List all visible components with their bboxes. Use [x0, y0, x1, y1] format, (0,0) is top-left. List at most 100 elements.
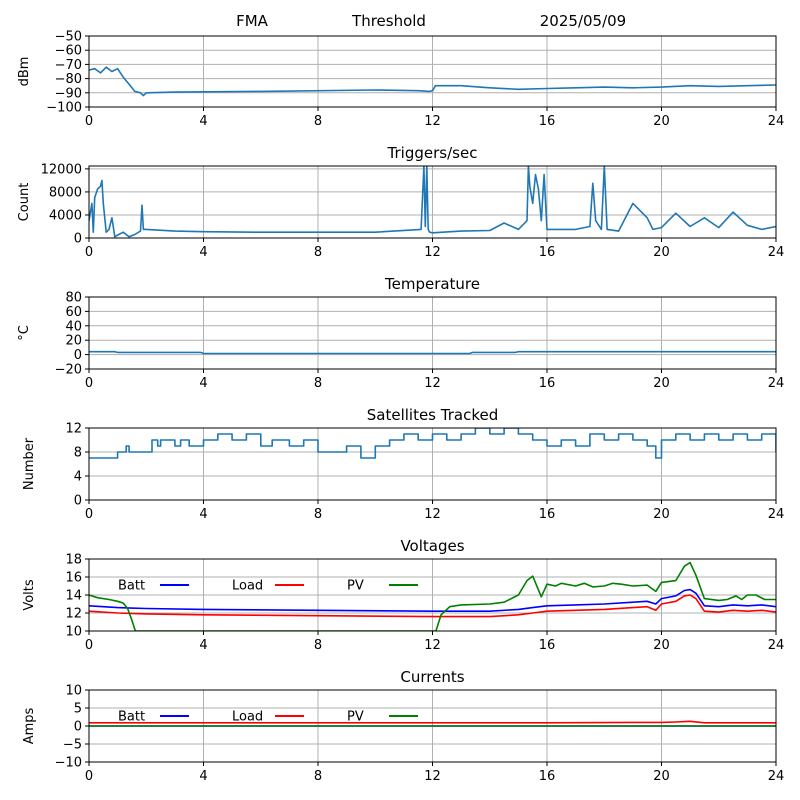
chart-panel-5: 0 4 8 12 16 20 24 10 12 14 16 18 Voltages Volts Batt Lo…	[22, 537, 784, 653]
y-tick-label: 40	[65, 319, 82, 334]
y-tick-label: 4000	[49, 208, 82, 223]
x-tick-label: 16	[539, 376, 556, 391]
chart-title: Satellites Tracked	[367, 406, 498, 424]
x-tick-label: 0	[85, 638, 93, 653]
legend-label-load: Load	[232, 579, 263, 594]
x-tick-label: 16	[539, 507, 556, 522]
x-tick-label: 16	[539, 638, 556, 653]
chart-panel-6: 0 4 8 12 16 20 24 −10 −5 0 5 10 Currents Amps Batt Load…	[22, 668, 784, 784]
x-tick-label: 0	[85, 376, 93, 391]
x-tick-label: 16	[539, 114, 556, 129]
chart-title: Temperature	[384, 275, 480, 293]
x-tick-label: 8	[314, 114, 322, 129]
x-tick-label: 4	[199, 245, 207, 260]
chart-title: Currents	[400, 668, 464, 686]
y-tick-label: −80	[55, 72, 82, 87]
chart-panel-2: 0 4 8 12 16 20 24 0 4000 8000 12000 Triggers/sec Cou…	[17, 144, 784, 260]
x-tick-label: 4	[199, 376, 207, 391]
x-tick-label: 24	[768, 245, 785, 260]
x-tick-label: 16	[539, 769, 556, 784]
y-tick-label: −90	[55, 86, 82, 101]
y-axis-label: °C	[17, 325, 32, 341]
chart-panel-4: 0 4 8 12 16 20 24 0 4 8 12 Satellites Tracked Number	[22, 406, 784, 522]
legend-label-load: Load	[232, 710, 263, 725]
legend-label-pv: PV	[347, 579, 364, 594]
x-tick-label: 16	[539, 245, 556, 260]
x-tick-label: 12	[424, 507, 441, 522]
legend-label-pv: PV	[347, 710, 364, 725]
chart-title: Voltages	[400, 537, 464, 555]
y-tick-label: 18	[65, 553, 82, 568]
x-tick-label: 8	[314, 638, 322, 653]
x-tick-label: 4	[199, 507, 207, 522]
x-tick-label: 8	[314, 769, 322, 784]
x-tick-label: 4	[199, 114, 207, 129]
y-axis-label: Amps	[22, 707, 37, 744]
chart-title: Triggers/sec	[387, 144, 478, 162]
y-tick-label: 16	[65, 571, 82, 586]
x-tick-label: 20	[653, 769, 670, 784]
series-line-load	[89, 594, 776, 618]
y-axis-label: Number	[22, 437, 37, 490]
y-tick-label: 0	[74, 494, 82, 509]
x-tick-label: 12	[424, 245, 441, 260]
y-axis-label: Volts	[22, 579, 37, 611]
series-line-pv	[89, 561, 776, 631]
series-line-1	[89, 66, 776, 97]
x-tick-label: 0	[85, 769, 93, 784]
x-tick-label: 12	[424, 638, 441, 653]
series-line-batt	[89, 588, 776, 613]
x-tick-label: 4	[199, 769, 207, 784]
y-tick-label: 10	[65, 625, 82, 640]
y-tick-label: −60	[55, 44, 82, 59]
legend-label-batt: Batt	[118, 579, 145, 594]
header-center: Threshold	[351, 12, 426, 30]
y-tick-label: 12	[65, 607, 82, 622]
x-tick-label: 24	[768, 769, 785, 784]
x-tick-label: 20	[653, 638, 670, 653]
y-tick-label: 0	[74, 348, 82, 363]
x-tick-label: 20	[653, 507, 670, 522]
x-tick-label: 24	[768, 376, 785, 391]
header-left: FMA	[236, 12, 269, 30]
y-axis-label: Count	[17, 183, 32, 222]
x-tick-label: 24	[768, 638, 785, 653]
x-tick-label: 12	[424, 769, 441, 784]
x-tick-label: 0	[85, 507, 93, 522]
x-tick-label: 12	[424, 114, 441, 129]
x-tick-label: 8	[314, 507, 322, 522]
y-tick-label: 12	[65, 422, 82, 437]
x-tick-label: 4	[199, 638, 207, 653]
y-tick-label: 0	[74, 232, 82, 247]
x-tick-label: 20	[653, 376, 670, 391]
x-tick-label: 24	[768, 114, 785, 129]
y-tick-label: 60	[65, 305, 82, 320]
y-tick-label: 8000	[49, 185, 82, 200]
y-tick-label: 14	[65, 589, 82, 604]
y-tick-label: −50	[55, 30, 82, 45]
y-tick-label: −5	[63, 738, 82, 753]
x-tick-label: 0	[85, 245, 93, 260]
y-tick-label: 4	[74, 470, 82, 485]
y-tick-label: 8	[74, 446, 82, 461]
series-line-load	[89, 720, 776, 724]
y-tick-label: 12000	[41, 162, 82, 177]
y-tick-label: 80	[65, 291, 82, 306]
x-tick-label: 20	[653, 114, 670, 129]
y-axis-label: dBm	[17, 57, 32, 87]
x-tick-label: 12	[424, 376, 441, 391]
x-tick-label: 0	[85, 114, 93, 129]
y-tick-label: 0	[74, 720, 82, 735]
x-tick-label: 8	[314, 245, 322, 260]
y-tick-label: 5	[74, 702, 82, 717]
x-tick-label: 8	[314, 376, 322, 391]
chart-panel-1: 0 4 8 12 16 20 24 −100−90−80−70−60−50 dBm	[17, 30, 784, 130]
series-line-1	[89, 166, 776, 238]
series-line-1	[89, 428, 776, 459]
y-tick-label: −10	[55, 756, 82, 771]
x-tick-label: 24	[768, 507, 785, 522]
x-tick-label: 20	[653, 245, 670, 260]
legend-label-batt: Batt	[118, 710, 145, 725]
